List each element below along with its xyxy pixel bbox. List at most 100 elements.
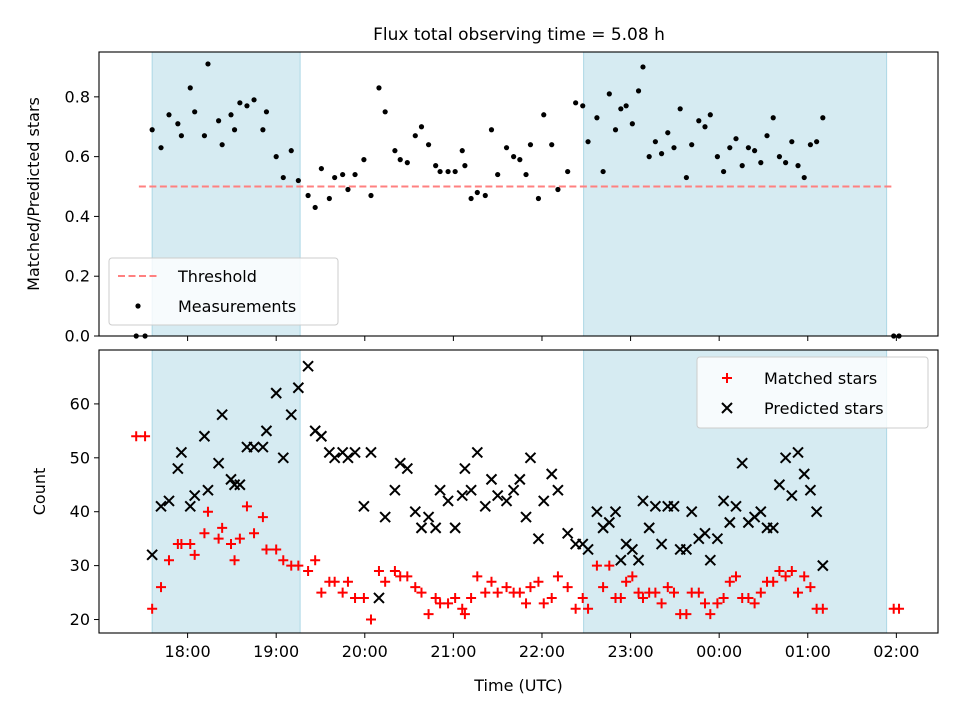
matched-star-point (627, 571, 638, 582)
measurement-point (244, 103, 250, 109)
measurement-point (707, 112, 713, 118)
predicted-star-point (500, 495, 513, 507)
predicted-star-point (532, 532, 545, 545)
matched-star-point (538, 598, 549, 609)
measurement-point (677, 106, 683, 112)
matched-star-point (234, 533, 245, 544)
measurement-point (288, 148, 294, 154)
x-axis-label: Time (UTC) (473, 676, 562, 695)
matched-star-point (443, 598, 454, 609)
measurement-point (376, 85, 382, 91)
predicted-star-point (429, 522, 442, 534)
measurement-point (280, 174, 286, 181)
top-axes-frame (98, 51, 939, 337)
measurement-point (720, 168, 727, 175)
predicted-star-point (202, 484, 214, 496)
predicted-star-point (257, 441, 269, 453)
measurement-point (783, 160, 789, 166)
predicted-star-point (755, 506, 767, 518)
matched-star-point (768, 576, 779, 587)
measurement-point (187, 85, 193, 91)
measurement-point (739, 163, 745, 169)
matched-star-point (430, 592, 441, 603)
matched-star-point (718, 592, 729, 603)
measurement-point (758, 160, 764, 166)
predicted-star-point (212, 457, 225, 469)
matched-star-point (662, 582, 673, 593)
matched-star-point (486, 576, 497, 587)
measurement-point (340, 171, 346, 178)
y-tick-label: 0.0 (65, 327, 90, 346)
matched-star-point (598, 582, 609, 593)
predicted-star-point (804, 484, 817, 496)
predicted-star-point (699, 527, 711, 539)
legend-measurement-swatch (135, 303, 141, 309)
matched-star-point (466, 592, 477, 603)
measurement-point (433, 163, 439, 169)
matched-star-point (521, 598, 532, 609)
measurement-point (820, 115, 826, 121)
measurement-point (702, 124, 708, 130)
predicted-star-point (216, 408, 228, 421)
measurement-point (635, 88, 642, 94)
matched-star-point (329, 576, 340, 587)
predicted-star-point (225, 473, 237, 486)
measurement-point (397, 157, 403, 163)
measurement-point (260, 127, 266, 133)
measurement-point (640, 64, 646, 70)
predicted-star-point (524, 452, 537, 464)
y-tick-label: 0.8 (65, 87, 90, 106)
measurement-point (468, 195, 474, 202)
measurement-point (585, 139, 591, 145)
top-panel: 0.0 0.2 0.4 0.6 0.8 Matched/Predicted stars Th… (24, 51, 939, 346)
matched-star-point (799, 571, 810, 582)
measurement-point (178, 133, 184, 139)
matched-star-point (472, 571, 483, 582)
predicted-star-point (465, 484, 477, 496)
predicted-star-point (507, 484, 520, 496)
legend-bottom: Matched stars Predicted stars (696, 356, 929, 429)
x-tick-label: 22:00 (519, 642, 565, 661)
shaded-interval (583, 51, 888, 337)
matched-star-point (350, 592, 361, 603)
predicted-star-point (409, 506, 421, 518)
matched-star-point (514, 587, 525, 598)
measurement-point (565, 168, 571, 175)
matched-star-point (416, 587, 427, 598)
measurement-point (612, 127, 619, 133)
measurement-point (149, 127, 155, 133)
predicted-star-point (603, 516, 616, 529)
measurement-point (216, 118, 222, 124)
bottom-axes-frame (98, 349, 939, 634)
measurement-point (382, 109, 388, 115)
measurement-point (192, 109, 198, 115)
matched-star-point (293, 560, 304, 571)
measurement-point (727, 145, 733, 151)
y-tick-label: 30 (70, 556, 90, 575)
matched-star-point (278, 555, 289, 566)
predicted-star-point (546, 468, 558, 480)
matched-star-point (894, 603, 905, 614)
matched-star-point (591, 560, 602, 571)
matched-star-point (480, 587, 491, 598)
matched-star-point (577, 592, 588, 603)
predicted-star-point (188, 489, 201, 502)
measurement-point (527, 142, 534, 148)
matched-star-point (724, 576, 735, 587)
matched-star-point (786, 566, 797, 577)
predicted-star-point (285, 408, 297, 421)
measurement-point (295, 177, 301, 184)
predicted-star-point (491, 489, 504, 502)
x-tick-label: 01:00 (785, 642, 831, 661)
matched-star-point (389, 566, 400, 577)
x-tick-label: 18:00 (165, 642, 211, 661)
predicted-star-point (514, 473, 526, 486)
measurement-point (459, 148, 465, 154)
matched-star-point (693, 587, 704, 598)
legend-predicted-label: Predicted stars (764, 399, 884, 418)
matched-star-point (199, 528, 210, 539)
matched-star-point (604, 560, 615, 571)
predicted-star-point (389, 484, 401, 496)
matched-star-point (525, 582, 536, 593)
x-tick-label: 20:00 (342, 642, 388, 661)
